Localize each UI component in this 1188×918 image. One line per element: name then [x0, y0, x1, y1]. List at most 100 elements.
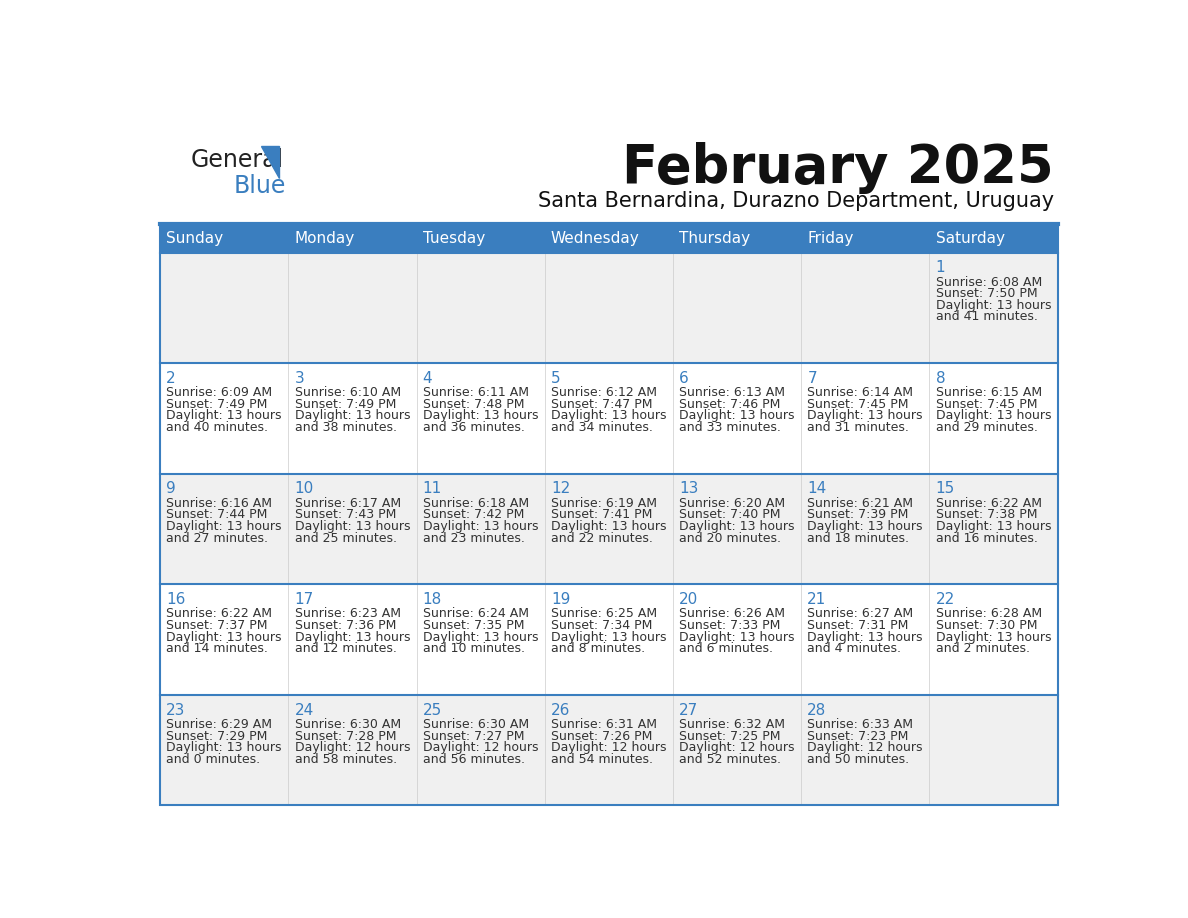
Text: 13: 13 [680, 481, 699, 497]
Text: Daylight: 12 hours: Daylight: 12 hours [423, 741, 538, 754]
Text: Sunset: 7:46 PM: Sunset: 7:46 PM [680, 397, 781, 411]
Bar [672, 474, 801, 585]
Text: Monday: Monday [295, 230, 355, 246]
Text: Daylight: 12 hours: Daylight: 12 hours [295, 741, 410, 754]
Text: Sunset: 7:41 PM: Sunset: 7:41 PM [551, 509, 652, 521]
Text: 6: 6 [680, 371, 689, 386]
Text: Sunset: 7:42 PM: Sunset: 7:42 PM [423, 509, 524, 521]
Text: and 52 minutes.: and 52 minutes. [680, 753, 782, 766]
Bar [289, 585, 417, 695]
Text: Sunrise: 6:33 AM: Sunrise: 6:33 AM [808, 718, 914, 731]
Bar [929, 695, 1057, 805]
Bar [929, 224, 1057, 252]
Text: Daylight: 13 hours: Daylight: 13 hours [808, 409, 923, 422]
Text: Daylight: 13 hours: Daylight: 13 hours [808, 520, 923, 533]
Text: Sunrise: 6:28 AM: Sunrise: 6:28 AM [936, 608, 1042, 621]
Text: and 58 minutes.: and 58 minutes. [295, 753, 397, 766]
Text: and 56 minutes.: and 56 minutes. [423, 753, 525, 766]
Text: Sunset: 7:29 PM: Sunset: 7:29 PM [166, 730, 267, 743]
Text: Sunrise: 6:08 AM: Sunrise: 6:08 AM [936, 275, 1042, 288]
Text: Sunset: 7:35 PM: Sunset: 7:35 PM [423, 619, 524, 632]
Text: Sunrise: 6:29 AM: Sunrise: 6:29 AM [166, 718, 272, 731]
Text: Daylight: 13 hours: Daylight: 13 hours [551, 631, 666, 644]
Text: Sunset: 7:26 PM: Sunset: 7:26 PM [551, 730, 652, 743]
Text: Daylight: 13 hours: Daylight: 13 hours [551, 409, 666, 422]
Bar [801, 252, 929, 364]
Text: Sunset: 7:37 PM: Sunset: 7:37 PM [166, 619, 267, 632]
Polygon shape [261, 146, 279, 178]
Bar [417, 585, 545, 695]
Text: and 6 minutes.: and 6 minutes. [680, 642, 773, 655]
Text: Sunset: 7:28 PM: Sunset: 7:28 PM [295, 730, 396, 743]
Text: Sunset: 7:36 PM: Sunset: 7:36 PM [295, 619, 396, 632]
Bar [545, 252, 672, 364]
Text: Sunset: 7:43 PM: Sunset: 7:43 PM [295, 509, 396, 521]
Text: Sunset: 7:23 PM: Sunset: 7:23 PM [808, 730, 909, 743]
Text: Sunrise: 6:20 AM: Sunrise: 6:20 AM [680, 497, 785, 509]
Text: 4: 4 [423, 371, 432, 386]
Text: and 25 minutes.: and 25 minutes. [295, 532, 397, 544]
Text: Daylight: 13 hours: Daylight: 13 hours [551, 520, 666, 533]
Text: Daylight: 13 hours: Daylight: 13 hours [166, 631, 282, 644]
Text: Sunrise: 6:25 AM: Sunrise: 6:25 AM [551, 608, 657, 621]
Bar [289, 364, 417, 474]
Text: and 40 minutes.: and 40 minutes. [166, 421, 268, 434]
Text: 21: 21 [808, 592, 827, 607]
Text: Sunday: Sunday [166, 230, 223, 246]
Bar [672, 695, 801, 805]
Text: and 33 minutes.: and 33 minutes. [680, 421, 781, 434]
Text: Sunset: 7:33 PM: Sunset: 7:33 PM [680, 619, 781, 632]
Text: and 27 minutes.: and 27 minutes. [166, 532, 268, 544]
Bar [545, 224, 672, 252]
Text: Sunrise: 6:24 AM: Sunrise: 6:24 AM [423, 608, 529, 621]
Text: Sunrise: 6:21 AM: Sunrise: 6:21 AM [808, 497, 914, 509]
Text: Daylight: 13 hours: Daylight: 13 hours [936, 520, 1051, 533]
Text: Daylight: 13 hours: Daylight: 13 hours [423, 409, 538, 422]
Text: 19: 19 [551, 592, 570, 607]
Bar [929, 364, 1057, 474]
Text: Sunset: 7:49 PM: Sunset: 7:49 PM [166, 397, 267, 411]
Text: Daylight: 13 hours: Daylight: 13 hours [295, 631, 410, 644]
Text: Sunrise: 6:22 AM: Sunrise: 6:22 AM [936, 497, 1042, 509]
Text: 7: 7 [808, 371, 817, 386]
Text: Sunrise: 6:11 AM: Sunrise: 6:11 AM [423, 386, 529, 399]
Text: Daylight: 13 hours: Daylight: 13 hours [680, 520, 795, 533]
Text: 14: 14 [808, 481, 827, 497]
Bar [801, 585, 929, 695]
Text: Daylight: 13 hours: Daylight: 13 hours [166, 520, 282, 533]
Text: 8: 8 [936, 371, 946, 386]
Bar [801, 224, 929, 252]
Text: Sunrise: 6:10 AM: Sunrise: 6:10 AM [295, 386, 400, 399]
Text: and 36 minutes.: and 36 minutes. [423, 421, 525, 434]
Bar [672, 364, 801, 474]
Text: Sunset: 7:44 PM: Sunset: 7:44 PM [166, 509, 267, 521]
Text: 1: 1 [936, 261, 946, 275]
Text: Daylight: 13 hours: Daylight: 13 hours [423, 520, 538, 533]
Text: Daylight: 12 hours: Daylight: 12 hours [808, 741, 923, 754]
Text: and 12 minutes.: and 12 minutes. [295, 642, 397, 655]
Text: and 10 minutes.: and 10 minutes. [423, 642, 525, 655]
Bar [160, 474, 289, 585]
Text: Sunset: 7:27 PM: Sunset: 7:27 PM [423, 730, 524, 743]
Bar [160, 364, 289, 474]
Text: and 0 minutes.: and 0 minutes. [166, 753, 260, 766]
Text: Sunset: 7:39 PM: Sunset: 7:39 PM [808, 509, 909, 521]
Text: and 23 minutes.: and 23 minutes. [423, 532, 525, 544]
Text: 3: 3 [295, 371, 304, 386]
Bar [929, 474, 1057, 585]
Text: Sunset: 7:48 PM: Sunset: 7:48 PM [423, 397, 524, 411]
Text: Tuesday: Tuesday [423, 230, 485, 246]
Text: 12: 12 [551, 481, 570, 497]
Text: 11: 11 [423, 481, 442, 497]
Text: 10: 10 [295, 481, 314, 497]
Text: Sunset: 7:38 PM: Sunset: 7:38 PM [936, 509, 1037, 521]
Text: Sunrise: 6:17 AM: Sunrise: 6:17 AM [295, 497, 400, 509]
Text: Saturday: Saturday [936, 230, 1005, 246]
Bar [289, 252, 417, 364]
Text: and 29 minutes.: and 29 minutes. [936, 421, 1037, 434]
Text: 18: 18 [423, 592, 442, 607]
Text: Sunrise: 6:13 AM: Sunrise: 6:13 AM [680, 386, 785, 399]
Text: 15: 15 [936, 481, 955, 497]
Text: Sunrise: 6:18 AM: Sunrise: 6:18 AM [423, 497, 529, 509]
Bar [160, 695, 289, 805]
